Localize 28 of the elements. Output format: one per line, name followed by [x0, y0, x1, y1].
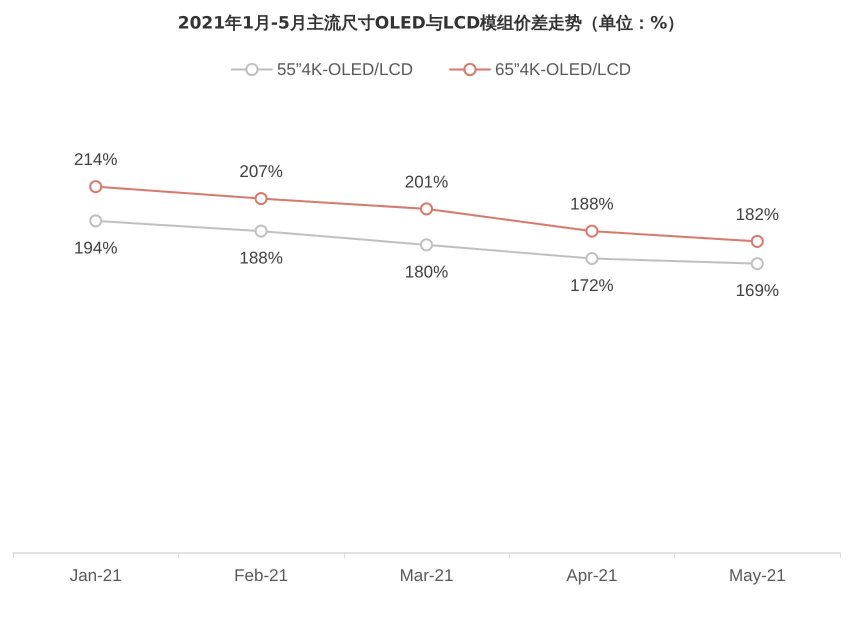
point: [254, 224, 268, 238]
data-label: 169%: [736, 281, 780, 300]
data-label: 207%: [239, 162, 283, 182]
point: [585, 224, 598, 238]
point: [89, 214, 102, 228]
data-label: 201%: [404, 172, 448, 192]
data-label: 188%: [239, 248, 283, 268]
point: [420, 202, 433, 216]
x-tick-label: Jan-21: [70, 566, 122, 585]
point: [750, 257, 764, 270]
data-label: 182%: [736, 204, 780, 224]
point: [89, 180, 102, 194]
legend-label: 65”4K-OLED/LCD: [495, 60, 632, 79]
data-label: 194%: [74, 238, 118, 258]
x-tick-label: Mar-21: [400, 566, 454, 585]
data-label: 172%: [570, 276, 614, 296]
point: [585, 252, 598, 266]
x-tick-label: May-21: [728, 566, 786, 585]
data-label: 188%: [570, 194, 614, 214]
data-label: 180%: [404, 262, 448, 282]
point: [420, 238, 433, 252]
chart-title: 2021年1月-5月主流尺寸OLED与LCD模组价差走势（单位：%）: [178, 14, 684, 34]
data-label: 214%: [74, 150, 118, 170]
point: [254, 192, 268, 206]
x-tick-label: Apr-21: [566, 566, 618, 585]
legend-label: 55”4K-OLED/LCD: [276, 60, 414, 79]
point: [750, 234, 764, 248]
x-tick-label: Feb-21: [234, 566, 288, 585]
